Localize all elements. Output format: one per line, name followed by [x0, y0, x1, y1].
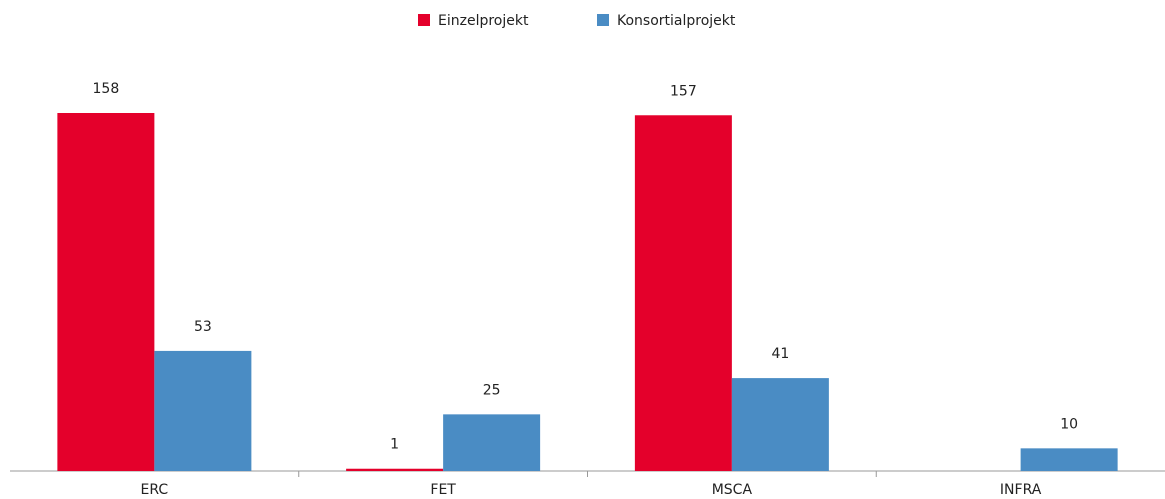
bar — [346, 468, 444, 471]
data-label: 41 — [771, 346, 789, 362]
data-label: 1 — [390, 437, 399, 453]
bar — [57, 113, 155, 471]
data-label: 25 — [483, 382, 501, 398]
x-tick-label: FET — [430, 482, 456, 498]
x-tick-label: MSCA — [712, 482, 753, 498]
data-label: 158 — [93, 81, 120, 97]
data-label: 10 — [1060, 416, 1078, 432]
data-label: 157 — [670, 83, 697, 99]
x-tick-label: INFRA — [1000, 482, 1042, 498]
bar — [154, 350, 252, 471]
bar — [731, 378, 829, 471]
x-tick-label: ERC — [141, 482, 169, 498]
legend-label: Einzelprojekt — [438, 13, 529, 29]
legend-swatch — [597, 14, 609, 26]
bar — [443, 414, 541, 471]
bar — [1020, 448, 1118, 471]
legend-label: Konsortialprojekt — [617, 13, 736, 29]
bar — [634, 115, 732, 472]
legend-swatch — [418, 14, 430, 26]
data-label: 53 — [194, 319, 212, 335]
